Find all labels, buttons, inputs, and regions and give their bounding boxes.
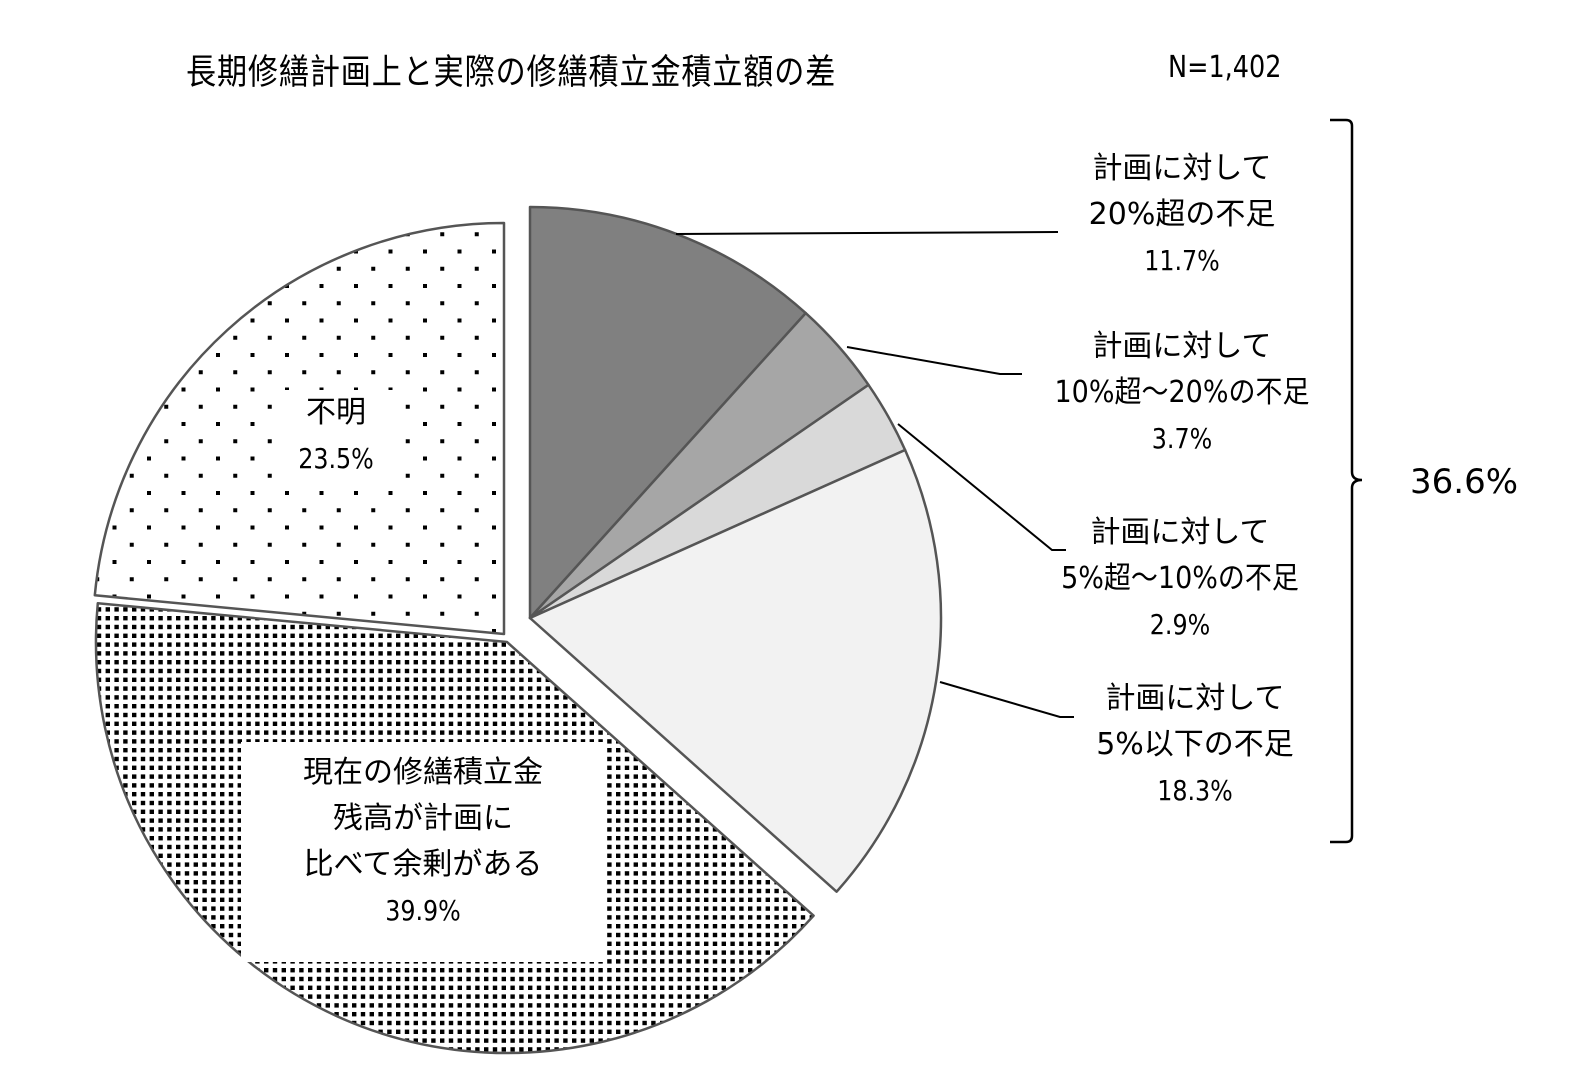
label-under5: 計画に対して 5%以下の不足 18.3%	[1096, 681, 1294, 807]
surplus-label-box	[241, 742, 605, 962]
label-10to20: 計画に対して 10%超～20%の不足 3.7%	[1054, 329, 1310, 455]
leader-line-10to20	[846, 346, 1022, 375]
leader-line-under5	[939, 681, 1074, 718]
pie-slice-under5	[528, 448, 943, 893]
label-over20: 計画に対して 20%超の不足 11.7%	[1088, 151, 1276, 277]
label-surplus: 現在の修繕積立金 残高が計画に 比べて余剰がある 39.9%	[303, 755, 543, 927]
sample-size: N=1,402	[1168, 50, 1282, 85]
shortfall-total: 36.6%	[1410, 462, 1519, 502]
label-5to10: 計画に対して 5%超～10%の不足 2.9%	[1061, 515, 1299, 641]
bracket	[1330, 118, 1363, 844]
leader-line-5to10	[897, 423, 1066, 551]
leader-line-over20	[675, 231, 1059, 235]
chart-title: 長期修繕計画上と実際の修繕積立金積立額の差	[186, 53, 837, 93]
label-unknown: 不明 23.5%	[276, 390, 396, 482]
